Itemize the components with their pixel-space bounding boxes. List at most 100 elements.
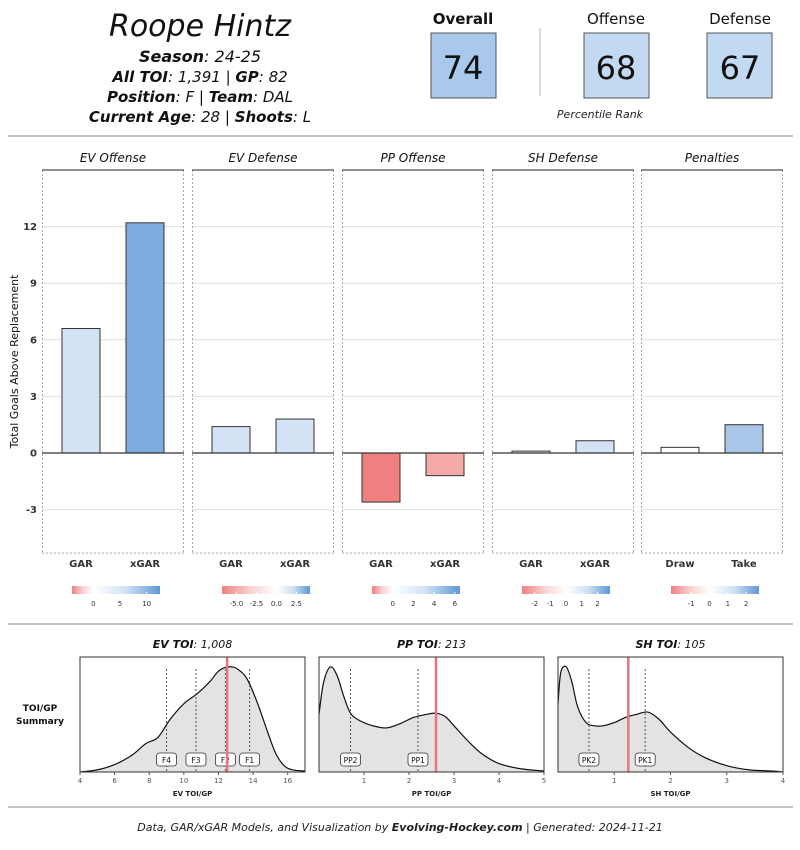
offense-label: Offense: [587, 10, 645, 28]
toi-title-value: 105: [685, 638, 706, 651]
legend-color-bar: [522, 586, 610, 594]
marker-label: PP2: [344, 756, 358, 765]
panel-ev-defense: EV Defense GAR xGAR -5.0 -2.5 0.0 2.5: [192, 151, 334, 608]
panel-title: EV Defense: [228, 151, 297, 165]
toi-panel-frame: [318, 656, 545, 773]
percentile-ranks: Overall 74 Offense 68 Defense 67 Percent…: [430, 10, 773, 121]
x-tick-label: 2: [407, 777, 411, 785]
y-tick-label: 9: [30, 279, 37, 290]
legend-color-bar: [372, 586, 460, 594]
footer-credit: Data, GAR/xGAR Models, and Visualization…: [137, 821, 662, 834]
legend-tick-label: 0: [707, 600, 711, 608]
panel-title: EV Offense: [80, 151, 146, 165]
bar-take: [724, 424, 764, 454]
density-area: [558, 666, 783, 772]
toi-label: All TOI: [111, 68, 168, 86]
age-shoots-line: Current Age: 28 | Shoots: L: [89, 108, 311, 126]
y-tick-label: 6: [30, 335, 37, 346]
toi-title-label: EV TOI: [153, 638, 194, 651]
y-tick-label: 12: [23, 222, 37, 233]
toi-title-label: SH TOI: [635, 638, 677, 651]
team-label: Team: [209, 88, 253, 106]
marker-badge-f1: [239, 752, 261, 767]
toi-panel-sh-toi: SH TOI: 105 PK2 PK1 1 2 3 4 SH TOI/GP: [557, 638, 786, 798]
panel-title: Penalties: [685, 151, 740, 165]
density-curve: [557, 665, 784, 773]
marker-label: PP1: [411, 756, 425, 765]
density-area: [319, 666, 544, 772]
shoots-label: Shoots: [235, 108, 293, 126]
x-tick-label: 1: [362, 777, 366, 785]
legend-color-bar: [72, 586, 160, 594]
legend-tick-label: 1: [579, 600, 583, 608]
position-team-line: Position: F | Team: DAL: [107, 88, 293, 106]
toi-gp-line: All TOI: 1,391 | GP: 82: [111, 68, 287, 86]
legend-tick-label: -2: [531, 600, 538, 608]
legend-tick-label: 10: [142, 600, 151, 608]
category-label: xGAR: [280, 559, 310, 570]
bar-xgar: [425, 452, 465, 477]
toi-panel-pp-toi: PP TOI: 213 PP2 PP1 1 2 3 4 5 PP TOI/GP: [318, 638, 546, 798]
toi-title-value: 1,008: [201, 638, 233, 651]
legend-color-bar: [671, 586, 759, 594]
x-tick-label: 5: [542, 777, 546, 785]
defense-rank-box: [706, 32, 773, 99]
marker-badge-pp2: [340, 752, 361, 767]
bar-xgar: [125, 222, 165, 454]
season-label: Season: [139, 47, 204, 66]
y-tick-label: 3: [30, 392, 37, 403]
season-value: 24-25: [215, 47, 262, 66]
gp-label: GP: [235, 68, 258, 86]
toi-title-colon: :: [194, 638, 201, 651]
bar-xgar: [275, 418, 315, 454]
legend-tick-label: 2.5: [291, 600, 302, 608]
category-label: Draw: [665, 559, 694, 570]
age-value: 28: [201, 108, 220, 126]
legend-tick-label: 4: [432, 600, 437, 608]
shoots-value: L: [303, 108, 311, 126]
panel-title: SH Defense: [528, 151, 598, 165]
density-curve: [79, 666, 306, 773]
legend-color-bar: [222, 586, 310, 594]
toi-panel-title: PP TOI: 213: [397, 638, 466, 651]
marker-badge-pk2: [578, 752, 600, 767]
marker-label: F3: [191, 756, 200, 765]
legend-tick-label: 2: [411, 600, 415, 608]
toi-value: 1,391: [178, 68, 221, 86]
footer-suffix: | Generated: 2024-11-21: [523, 821, 663, 834]
legend-tick-label: 0: [91, 600, 95, 608]
x-tick-label: 12: [214, 777, 223, 785]
offense-rank-value: 68: [596, 49, 637, 87]
footer-site: Evolving-Hockey.com: [392, 821, 523, 834]
category-label: xGAR: [130, 559, 160, 570]
x-tick-label: 10: [179, 777, 188, 785]
toi-panel-frame: [79, 656, 306, 773]
bar-xgar: [575, 440, 615, 454]
age-label: Current Age: [89, 108, 191, 126]
legend-tick-label: -1: [688, 600, 695, 608]
toi-title-colon: :: [438, 638, 445, 651]
toi-panel-ev-toi: EV TOI: 1,008 F4 F3 F2 F1 4 6 8 10 12 14 16 EV TOI/G…: [78, 638, 306, 798]
x-axis-label: SH TOI/GP: [650, 790, 690, 798]
legend-tick-label: 0.0: [271, 600, 282, 608]
legend-tick-label: 1: [726, 600, 730, 608]
marker-label: F1: [245, 756, 254, 765]
defense-rank-value: 67: [720, 49, 761, 87]
x-tick-label: 14: [249, 777, 258, 785]
panel-penalties: Penalties Draw Take -1 0 1 2: [641, 151, 783, 608]
toi-title-colon: :: [677, 638, 684, 651]
legend-tick-label: -5.0: [230, 600, 244, 608]
overall-rank-box: [430, 32, 497, 99]
x-tick-label: 16: [283, 777, 292, 785]
marker-label: PK1: [638, 756, 652, 765]
marker-label: F4: [162, 756, 171, 765]
legend-tick-label: -1: [547, 600, 554, 608]
category-label: GAR: [69, 559, 93, 570]
gar-y-axis-label: Total Goals Above Replacement: [8, 274, 21, 449]
toi-panel-title: SH TOI: 105: [635, 638, 705, 651]
category-label: xGAR: [580, 559, 610, 570]
overall-label: Overall: [433, 10, 494, 28]
toi-chart-section: TOI/GP Summary EV TOI: 1,008 F4 F3 F2 F1 4 6 8 1…: [16, 638, 786, 798]
position-value: F: [186, 88, 195, 106]
density-curve: [318, 666, 545, 772]
